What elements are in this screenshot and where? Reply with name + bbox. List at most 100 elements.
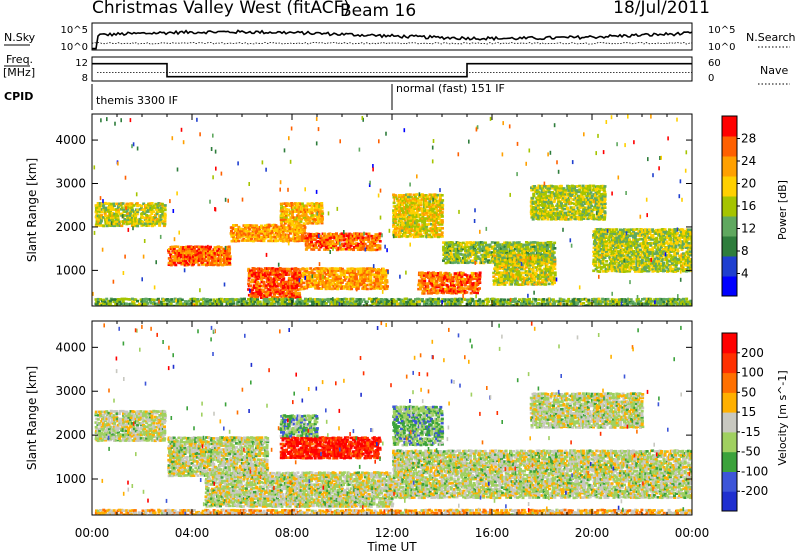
power-cell bbox=[153, 214, 157, 217]
power-cell bbox=[623, 248, 626, 252]
power-cell bbox=[185, 249, 189, 253]
power-cell bbox=[510, 280, 514, 284]
power-cell bbox=[382, 275, 386, 278]
power-cell bbox=[581, 215, 585, 219]
power-cell bbox=[447, 241, 451, 244]
power-cell bbox=[181, 255, 185, 259]
power-cell bbox=[541, 198, 544, 201]
power-cell bbox=[297, 284, 300, 288]
power-cell bbox=[431, 280, 435, 283]
power-cell bbox=[512, 243, 516, 246]
power-cell bbox=[445, 278, 449, 281]
power-cell bbox=[549, 208, 553, 211]
power-cell bbox=[531, 197, 535, 200]
power-cell bbox=[444, 287, 448, 291]
power-cell bbox=[549, 211, 553, 215]
power-cell bbox=[320, 204, 324, 207]
power-cell bbox=[451, 241, 455, 244]
power-cell bbox=[293, 210, 297, 213]
power-cell bbox=[159, 220, 163, 224]
power-cell bbox=[306, 218, 310, 222]
power-cell bbox=[612, 252, 616, 256]
power-cell bbox=[542, 194, 546, 198]
power-cell bbox=[181, 257, 185, 261]
power-cell bbox=[567, 211, 570, 215]
power-cell bbox=[472, 249, 476, 252]
power-cell bbox=[317, 248, 321, 251]
power-cell bbox=[328, 279, 332, 282]
power-cell bbox=[271, 286, 274, 290]
power-cell bbox=[261, 230, 265, 233]
power-cell bbox=[481, 241, 485, 244]
power-cell bbox=[157, 210, 161, 213]
power-cell bbox=[473, 272, 476, 275]
power-cell bbox=[544, 196, 548, 199]
power-cell bbox=[532, 186, 536, 190]
power-cell bbox=[294, 232, 298, 235]
power-cell bbox=[440, 215, 444, 218]
power-cell bbox=[263, 228, 267, 231]
power-cell bbox=[329, 244, 333, 248]
power-cell bbox=[287, 276, 291, 280]
power-cell bbox=[483, 251, 487, 254]
power-cell bbox=[485, 245, 489, 249]
power-cell bbox=[540, 190, 544, 194]
power-cell bbox=[590, 196, 594, 199]
power-cell bbox=[522, 243, 526, 247]
power-cell bbox=[422, 203, 426, 207]
power-cell bbox=[506, 245, 510, 249]
power-cell bbox=[340, 279, 344, 282]
power-cell bbox=[230, 229, 233, 233]
power-cell bbox=[303, 208, 307, 212]
power-cell bbox=[101, 216, 105, 219]
power-cell bbox=[336, 287, 340, 291]
power-cell bbox=[108, 206, 112, 209]
power-cell bbox=[320, 220, 324, 224]
power-cell bbox=[510, 263, 514, 267]
power-cell bbox=[533, 247, 537, 250]
power-cell bbox=[540, 275, 544, 279]
power-cell bbox=[296, 288, 300, 292]
power-cell bbox=[606, 266, 610, 269]
power-cell bbox=[328, 281, 332, 285]
power-cell bbox=[537, 202, 541, 205]
power-cell bbox=[132, 211, 136, 215]
power-cell bbox=[366, 283, 370, 287]
power-cell bbox=[111, 208, 115, 211]
power-cell bbox=[292, 276, 296, 280]
power-cell bbox=[503, 273, 507, 277]
power-cell bbox=[183, 263, 187, 267]
power-cell bbox=[518, 245, 521, 249]
power-cell bbox=[269, 235, 272, 239]
power-cell bbox=[227, 249, 231, 253]
power-cell bbox=[419, 213, 423, 216]
power-cell bbox=[593, 236, 597, 239]
power-cell bbox=[149, 204, 153, 207]
power-cell bbox=[235, 231, 239, 235]
power-cell bbox=[256, 284, 260, 288]
power-cell bbox=[424, 287, 428, 291]
power-cell bbox=[278, 231, 281, 235]
power-cell bbox=[497, 277, 501, 281]
power-cell bbox=[597, 206, 601, 209]
power-cell bbox=[481, 243, 485, 246]
power-cell bbox=[535, 213, 539, 217]
power-cell bbox=[621, 257, 625, 261]
power-cell bbox=[545, 262, 549, 265]
power-cell bbox=[603, 202, 607, 205]
power-cell bbox=[335, 232, 338, 235]
power-cell bbox=[376, 272, 380, 275]
power-cell bbox=[394, 231, 398, 234]
power-cell bbox=[320, 214, 324, 218]
power-cell bbox=[528, 267, 531, 270]
power-cell bbox=[312, 284, 316, 288]
power-cell bbox=[431, 287, 435, 291]
power-cell bbox=[325, 281, 329, 285]
power-cell bbox=[301, 239, 305, 242]
power-cell bbox=[479, 247, 483, 251]
power-cell bbox=[604, 270, 608, 273]
power-cell bbox=[219, 249, 223, 253]
power-cell bbox=[439, 271, 443, 275]
power-cell bbox=[394, 229, 398, 232]
power-cell bbox=[460, 261, 464, 264]
